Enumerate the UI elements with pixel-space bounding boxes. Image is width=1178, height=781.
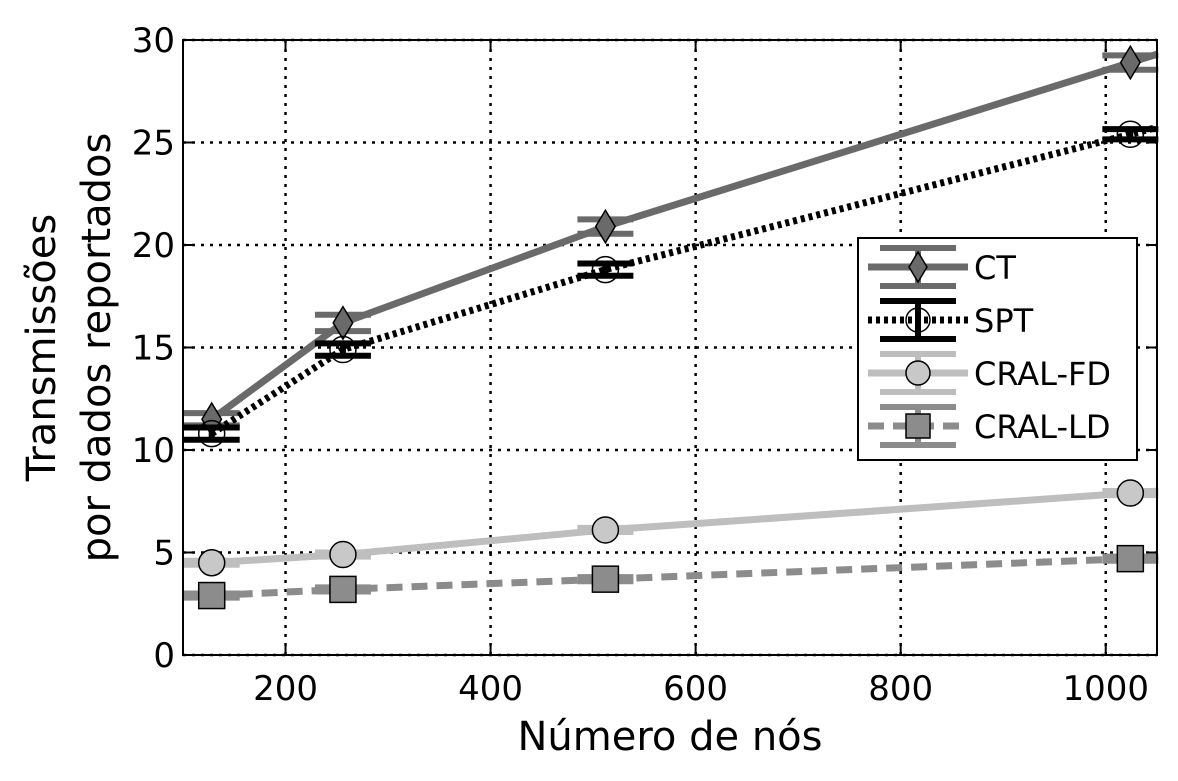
series-1 <box>183 120 1159 448</box>
data-point <box>329 575 357 604</box>
y-tick-label: 30 <box>132 21 175 61</box>
data-point <box>594 208 617 245</box>
data-point <box>329 540 357 569</box>
legend-entry-1: SPT <box>868 298 1034 342</box>
legend-marker <box>905 360 931 386</box>
legend-entries: CT SPT CRAL-FD CRAL-LD <box>868 245 1111 448</box>
y-tick-label: 20 <box>132 226 175 266</box>
data-point <box>1116 544 1145 573</box>
legend: CT SPT CRAL-FD CRAL-LD <box>857 237 1138 461</box>
y-tick-label: 10 <box>132 431 175 471</box>
y-tick-label: 5 <box>153 534 175 574</box>
legend-entry-0: CT <box>868 245 1016 289</box>
series-layer <box>183 44 1159 610</box>
series-3 <box>183 544 1159 610</box>
data-point <box>197 549 226 577</box>
legend-entry-2: CRAL-FD <box>868 351 1111 395</box>
series-2 <box>183 479 1159 577</box>
data-point <box>197 581 226 610</box>
x-axis-label: Número de nós <box>518 714 823 760</box>
data-point <box>1116 479 1145 507</box>
x-tick-label: 1000 <box>1062 669 1149 709</box>
data-point <box>591 565 620 593</box>
legend-marker <box>905 307 931 333</box>
y-tick-label: 0 <box>153 636 175 676</box>
legend-label: CRAL-FD <box>974 355 1111 393</box>
x-tick-label: 200 <box>253 669 318 709</box>
legend-marker <box>908 250 928 284</box>
data-point <box>332 305 354 341</box>
x-tick-label: 800 <box>868 669 933 709</box>
x-tick-label: 400 <box>458 669 523 709</box>
legend-marker <box>905 413 931 439</box>
legend-label: CRAL-LD <box>974 408 1110 446</box>
data-point <box>591 255 620 284</box>
data-point <box>197 419 226 448</box>
axis-ticks: 200 400 600 800 1000 0 5 10 15 20 25 30 <box>132 21 1157 709</box>
y-tick-label: 25 <box>132 124 175 164</box>
legend-label: CT <box>974 249 1016 287</box>
legend-label: SPT <box>974 302 1034 340</box>
x-tick-label: 600 <box>663 669 728 709</box>
data-point <box>591 516 620 544</box>
series-0 <box>183 44 1159 437</box>
legend-entry-3: CRAL-LD <box>868 404 1110 448</box>
data-point <box>1119 44 1141 81</box>
y-axis-label-line-1: Transmissões <box>19 214 65 482</box>
data-point <box>329 335 357 364</box>
y-axis-label-line-2: por dados reportados <box>74 133 120 563</box>
y-tick-label: 15 <box>132 329 175 369</box>
data-point <box>1116 120 1145 149</box>
